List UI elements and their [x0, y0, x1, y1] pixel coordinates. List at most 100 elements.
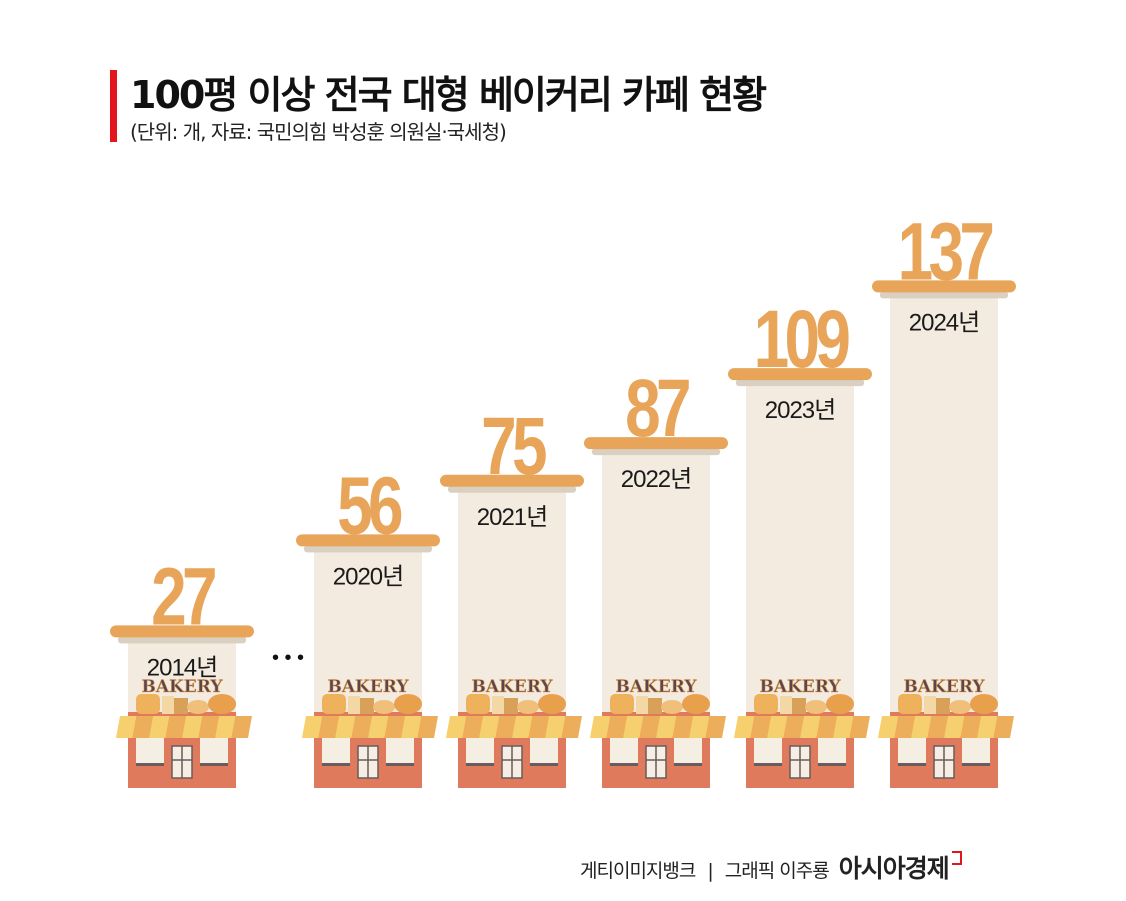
bakery-shop-icon: BAKERY [302, 677, 438, 788]
awning-stripe [417, 716, 438, 738]
awning-stripe [734, 716, 755, 738]
bakery-shop-icon: BAKERY [734, 677, 870, 788]
window-sill [962, 763, 990, 766]
chart-subtitle: (단위: 개, 자료: 국민의힘 박성훈 의원실·국세청) [130, 120, 507, 144]
bar [314, 539, 422, 715]
door-frame [646, 746, 666, 778]
awning-stripe [318, 716, 339, 738]
window-sill [200, 763, 228, 766]
bar-cap [872, 280, 1016, 293]
bun-icon [394, 694, 422, 714]
bar-cap-shadow [736, 379, 864, 387]
awning-stripe [545, 716, 566, 738]
awning-stripe [783, 716, 804, 738]
door-frame [172, 746, 192, 778]
gap-marker: • • • [272, 647, 304, 669]
awning-stripe [182, 716, 203, 738]
brand-logo: 아시아경제 [838, 854, 950, 883]
awning-stripe [401, 716, 422, 738]
data-label: 75 [481, 399, 546, 492]
awning-stripe [623, 716, 644, 738]
awning-stripe [849, 716, 870, 738]
bar-group: 87 2022년 BAKERY [584, 361, 728, 788]
bar-cap [296, 534, 440, 547]
bar-group: 75 2021년 BAKERY [440, 399, 584, 788]
shop-window [530, 738, 558, 764]
awning-stripe [689, 716, 710, 738]
window-sill [610, 763, 638, 766]
bread-icon [360, 698, 374, 714]
shop-window [466, 738, 494, 764]
bread-icon [936, 698, 950, 714]
awning-stripe [495, 716, 516, 738]
window-sill [898, 763, 926, 766]
bar [890, 285, 998, 715]
shop-window [818, 738, 846, 764]
bread-icon [174, 698, 188, 714]
awning-stripe [878, 716, 899, 738]
bread-icon [162, 696, 174, 714]
awning-stripe [198, 716, 219, 738]
awning-stripe [116, 716, 137, 738]
bakery-shop-icon: BAKERY [590, 677, 726, 788]
shop-window [136, 738, 164, 764]
awning-stripe [512, 716, 533, 738]
bar-cap [728, 368, 872, 381]
category-label: 2022년 [621, 466, 691, 493]
door-frame [934, 746, 954, 778]
door-frame [790, 746, 810, 778]
bar-cap-shadow [118, 636, 246, 644]
bar [602, 442, 710, 715]
awning-stripe [335, 716, 356, 738]
bakery-sign: BAKERY [615, 677, 697, 697]
graphic-credit: 그래픽 이주룡 [724, 860, 830, 882]
bun-icon [682, 694, 710, 714]
shop-window [962, 738, 990, 764]
awning-stripe [977, 716, 998, 738]
data-label: 137 [898, 205, 993, 298]
bread-icon [466, 694, 490, 714]
bar-cap [110, 625, 254, 638]
bakery-sign: BAKERY [471, 677, 553, 697]
awning-stripe [479, 716, 500, 738]
window-sill [322, 763, 350, 766]
bar [746, 373, 854, 715]
data-label: 109 [754, 292, 850, 385]
awning-stripe [800, 716, 821, 738]
bar [458, 479, 566, 715]
awning-stripe [528, 716, 549, 738]
category-label: 2024년 [909, 309, 979, 336]
bun-icon [826, 694, 854, 714]
window-sill [674, 763, 702, 766]
awning-stripe [302, 716, 323, 738]
awning-stripe [705, 716, 726, 738]
awning-stripe [149, 716, 170, 738]
door-frame [502, 746, 522, 778]
bakery-shop-icon: BAKERY [878, 677, 1014, 788]
awning-stripe [993, 716, 1014, 738]
data-label: 56 [337, 459, 402, 552]
awning-stripe [132, 716, 153, 738]
bread-icon [492, 696, 504, 714]
shop-window [674, 738, 702, 764]
bun-icon [538, 694, 566, 714]
donut-icon [187, 700, 209, 714]
bar-cap [440, 474, 584, 487]
bread-icon [898, 694, 922, 714]
photo-credit: 게티이미지뱅크 [580, 860, 696, 882]
awning-stripe [656, 716, 677, 738]
category-label: 2021년 [477, 504, 547, 531]
awning-stripe [368, 716, 389, 738]
awning-stripe [944, 716, 965, 738]
bread-icon [322, 694, 346, 714]
awning-stripe [894, 716, 915, 738]
footer: 게티이미지뱅크 | 그래픽 이주룡 아시아경제 [580, 849, 962, 885]
shop-window [898, 738, 926, 764]
bun-icon [970, 694, 998, 714]
shop-window [610, 738, 638, 764]
bar-cap [584, 437, 728, 450]
awning-stripe [639, 716, 660, 738]
window-sill [818, 763, 846, 766]
shop-window [386, 738, 414, 764]
